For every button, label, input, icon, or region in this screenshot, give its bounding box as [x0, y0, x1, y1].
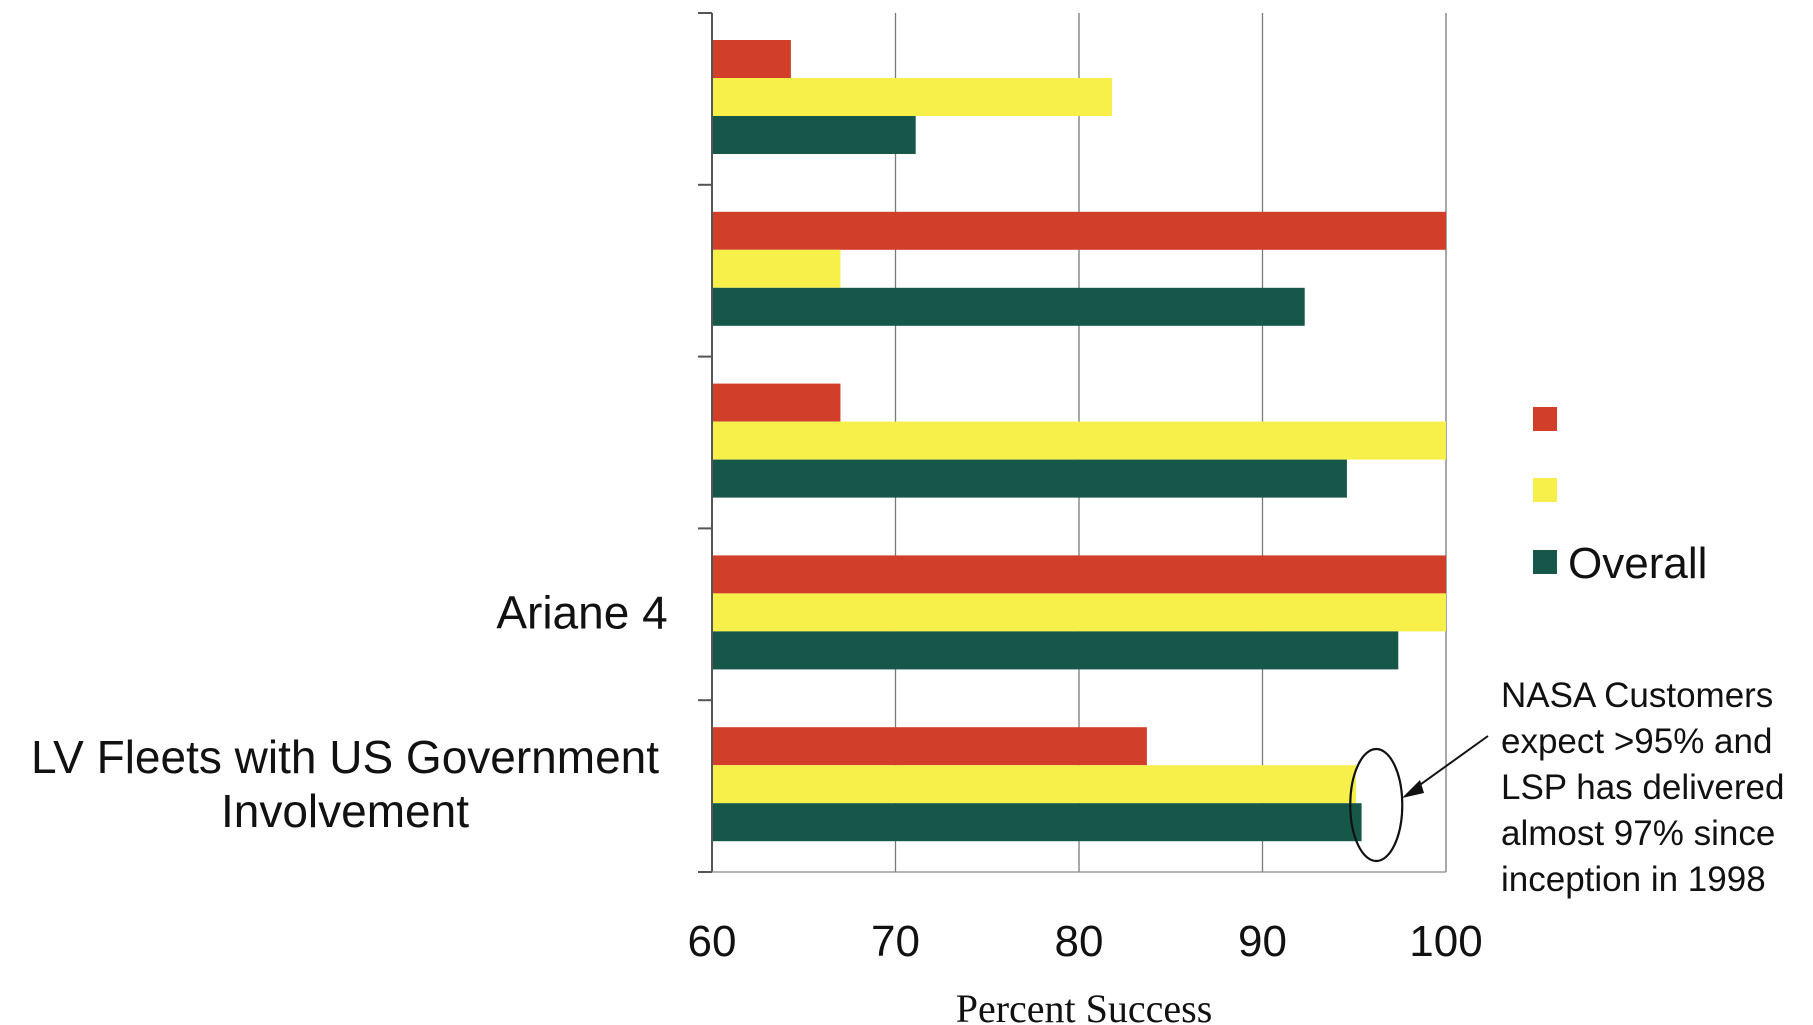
category-label-5-line-2: Involvement [221, 785, 469, 837]
annotation-ellipse [1349, 747, 1404, 863]
bar-2-5 [712, 765, 1357, 804]
x-tick-label-70: 70 [871, 917, 920, 966]
x-axis-label: Percent Success [956, 986, 1213, 1025]
category-labels: Ariane 4 LV Fleets with US GovernmentInvo… [31, 586, 668, 837]
category-label-5-line-1: LV Fleets with US Government [31, 731, 659, 783]
legend-swatch-1 [1533, 407, 1557, 431]
bar-2-1 [712, 78, 1113, 116]
bar-1-1 [712, 40, 791, 78]
bar-1-4 [712, 555, 1446, 594]
annotation-arrowhead [1402, 780, 1424, 798]
legend-swatch-3 [1533, 550, 1557, 574]
bar-2-2 [712, 249, 841, 288]
annotation-text-line-4: almost 97% since [1501, 814, 1775, 853]
annotation-text-line-3: LSP has delivered [1501, 768, 1784, 807]
x-tick-label-100: 100 [1409, 917, 1482, 966]
annotation-arrow [1409, 735, 1489, 793]
x-tick-label-60: 60 [688, 917, 737, 966]
annotation-text-line-2: expect >95% and [1501, 722, 1772, 761]
bar-3-5 [712, 803, 1362, 842]
x-tick-label-90: 90 [1238, 917, 1287, 966]
bar-1-5 [712, 727, 1147, 766]
bar-3-4 [712, 631, 1399, 670]
x-tick-labels: 60 70 80 90 100 [688, 917, 1483, 966]
legend-swatch-2 [1533, 478, 1557, 502]
x-tick-label-80: 80 [1055, 917, 1104, 966]
bar-1-2 [712, 211, 1446, 250]
annotation-text-line-5: inception in 1998 [1501, 860, 1766, 899]
legend-label-3: Overall [1568, 539, 1707, 588]
bar-3-2 [712, 287, 1305, 326]
bar-1-3 [712, 383, 841, 422]
bar-3-3 [712, 459, 1347, 498]
y-axis [698, 12, 1446, 873]
legend: Overall [1533, 407, 1707, 588]
bars [712, 40, 1446, 842]
bar-2-4 [712, 593, 1446, 632]
category-label-4: Ariane 4 [496, 586, 667, 638]
bar-3-1 [712, 116, 916, 154]
annotation: NASA Customers expect >95% and LSP has del… [1349, 676, 1784, 899]
annotation-text-line-1: NASA Customers [1501, 676, 1773, 715]
bar-2-3 [712, 421, 1446, 460]
